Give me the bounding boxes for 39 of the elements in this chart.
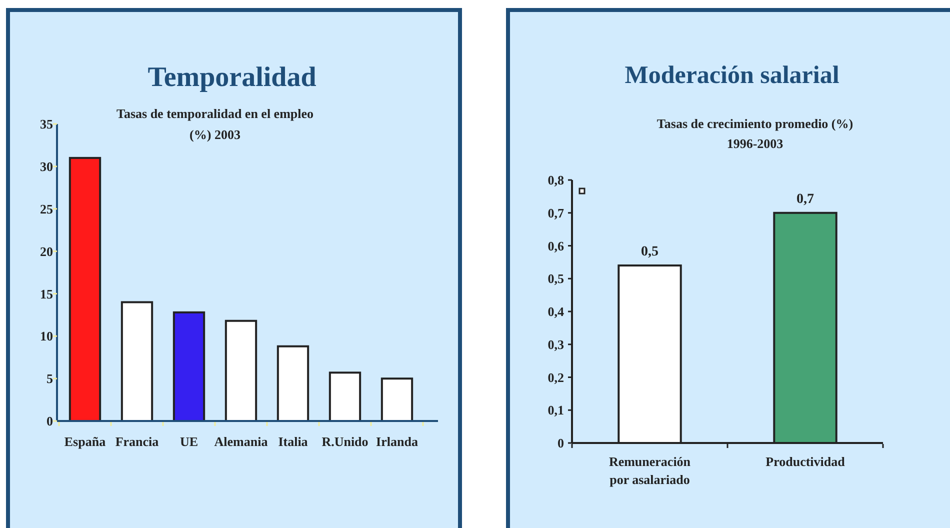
bar bbox=[172, 311, 206, 422]
chart-title: Moderación salarial bbox=[624, 62, 840, 89]
data-label: 0,5 bbox=[641, 244, 658, 260]
y-tick-label: 0,4 bbox=[548, 304, 564, 320]
bar bbox=[380, 378, 414, 422]
y-tick-label: 5 bbox=[46, 371, 54, 386]
bar bbox=[68, 156, 102, 422]
x-tick-label: Francia bbox=[115, 434, 160, 449]
x-tick-label: Remuneración por asalariado bbox=[608, 454, 692, 487]
bar bbox=[328, 372, 362, 422]
y-tick-label: 0,1 bbox=[548, 402, 564, 418]
bar bbox=[276, 345, 310, 422]
chart-subtitle: Tasas de temporalidad en el empleo (%) 2003 bbox=[116, 106, 314, 142]
bar bbox=[120, 301, 154, 422]
y-tick-label: 30 bbox=[40, 158, 53, 174]
x-tick-label: Italia bbox=[278, 434, 308, 449]
y-tick-label: 0 bbox=[558, 436, 564, 451]
y-tick-label: 15 bbox=[40, 286, 54, 302]
y-tick-label: 0,6 bbox=[548, 238, 564, 254]
x-tick-label: Alemania bbox=[214, 434, 268, 449]
y-tick-label: 35 bbox=[40, 116, 54, 132]
y-tick-label: 0,8 bbox=[548, 172, 564, 188]
y-tick-label: 0 bbox=[46, 414, 53, 429]
y-tick-label: 0,7 bbox=[548, 205, 564, 220]
y-tick-label: 0,5 bbox=[548, 271, 564, 286]
x-tick-label: UE bbox=[180, 434, 198, 449]
chart-subtitle: Tasas de crecimiento promedio (%) 1996-2003 bbox=[656, 116, 854, 151]
y-tick-label: 0,3 bbox=[548, 336, 564, 352]
x-tick-label: R.Unido bbox=[322, 434, 368, 449]
x-tick-label: España bbox=[64, 434, 106, 449]
x-tick-label: Productividad bbox=[766, 454, 846, 469]
y-tick-label: 0,2 bbox=[548, 370, 564, 385]
y-tick-label: 10 bbox=[40, 328, 53, 344]
y-tick-label: 20 bbox=[40, 244, 53, 259]
data-label: 0,7 bbox=[796, 192, 814, 207]
chart-title: Temporalidad bbox=[148, 62, 317, 93]
bar bbox=[224, 320, 258, 422]
y-tick-label: 25 bbox=[40, 201, 54, 216]
x-tick-label: Irlanda bbox=[376, 434, 418, 449]
